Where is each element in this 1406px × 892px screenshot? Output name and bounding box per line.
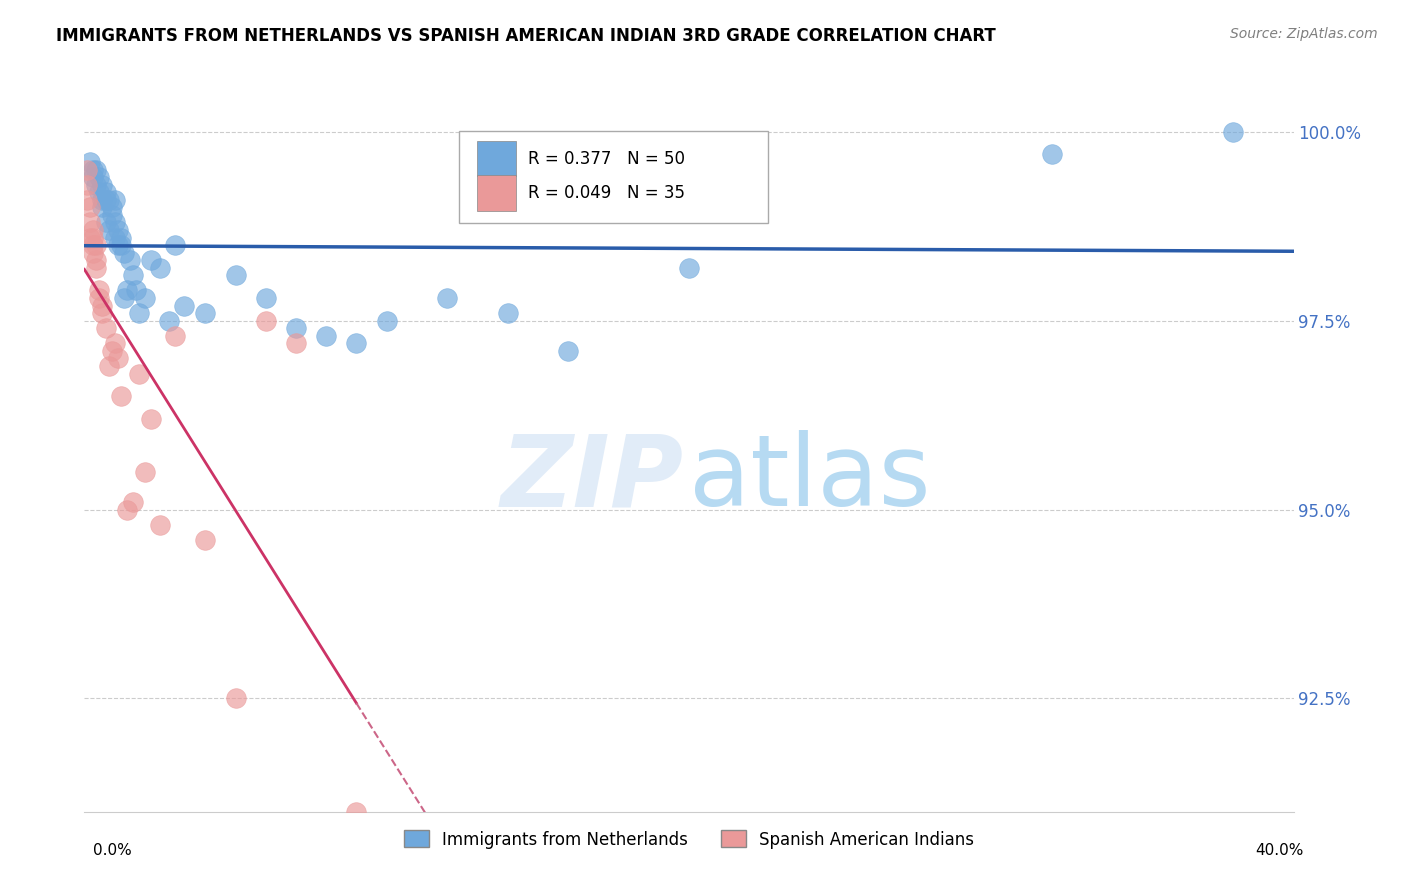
Point [79,230,101,244]
Point [86,260,108,275]
Point [107,351,129,366]
Point [100,208,122,222]
Point [118,253,141,268]
Point [86,253,108,268]
Text: IMMIGRANTS FROM NETHERLANDS VS SPANISH AMERICAN INDIAN 3RD GRADE CORRELATION CHA: IMMIGRANTS FROM NETHERLANDS VS SPANISH A… [56,27,995,45]
Point [375,313,398,327]
Point [104,215,127,229]
Point [79,200,101,214]
Point [115,502,138,516]
Point [496,306,519,320]
Point [436,291,458,305]
Point [91,299,114,313]
Point [91,200,114,214]
Point [110,238,132,252]
Point [94,215,117,229]
Point [82,162,104,177]
Point [225,268,247,283]
Point [89,284,111,298]
Point [91,178,114,192]
Point [1222,125,1244,139]
Point [121,268,143,283]
Point [225,691,247,706]
Text: 40.0%: 40.0% [1256,843,1303,858]
Point [112,245,135,260]
Text: ZIP: ZIP [501,430,683,527]
Point [285,321,308,335]
Point [89,186,111,200]
Point [100,343,122,358]
Point [157,313,180,327]
Text: R = 0.049   N = 35: R = 0.049 N = 35 [529,184,685,202]
Point [107,223,129,237]
Point [139,253,162,268]
Point [89,291,111,305]
Point [678,260,700,275]
Point [104,193,127,207]
Point [173,299,195,313]
Point [76,193,98,207]
Point [100,200,122,214]
Point [91,193,114,207]
Point [91,306,114,320]
Point [107,238,129,252]
Point [194,533,217,547]
Point [121,495,143,509]
Point [86,178,108,192]
Point [285,336,308,351]
Point [79,215,101,229]
Point [76,162,98,177]
Legend: Immigrants from Netherlands, Spanish American Indians: Immigrants from Netherlands, Spanish Ame… [396,823,981,855]
Point [165,238,187,252]
Text: Source: ZipAtlas.com: Source: ZipAtlas.com [1230,27,1378,41]
Point [97,359,120,373]
Point [254,313,277,327]
Point [128,367,150,381]
FancyBboxPatch shape [478,141,516,177]
Point [94,321,117,335]
Point [110,389,132,403]
Point [86,238,108,252]
Point [139,412,162,426]
Point [104,336,127,351]
Point [346,336,368,351]
Point [112,291,135,305]
Point [125,284,148,298]
Point [1040,147,1063,161]
Point [97,193,120,207]
Point [82,245,104,260]
Point [254,291,277,305]
Text: atlas: atlas [689,430,931,527]
Point [149,260,172,275]
Point [115,284,138,298]
Point [82,230,104,244]
Point [165,328,187,343]
Point [128,306,150,320]
Point [149,517,172,532]
Point [134,465,156,479]
Point [79,155,101,169]
Point [82,223,104,237]
Point [82,170,104,185]
Point [82,238,104,252]
Point [557,343,579,358]
Point [89,170,111,185]
Point [76,178,98,192]
Text: 0.0%: 0.0% [93,843,132,858]
Point [94,193,117,207]
Point [134,291,156,305]
Point [86,162,108,177]
Point [104,230,127,244]
Point [97,223,120,237]
FancyBboxPatch shape [460,130,768,223]
Point [194,306,217,320]
Text: R = 0.377   N = 50: R = 0.377 N = 50 [529,150,685,168]
Point [94,186,117,200]
Point [110,230,132,244]
Point [315,328,337,343]
Point [346,805,368,819]
FancyBboxPatch shape [478,175,516,211]
